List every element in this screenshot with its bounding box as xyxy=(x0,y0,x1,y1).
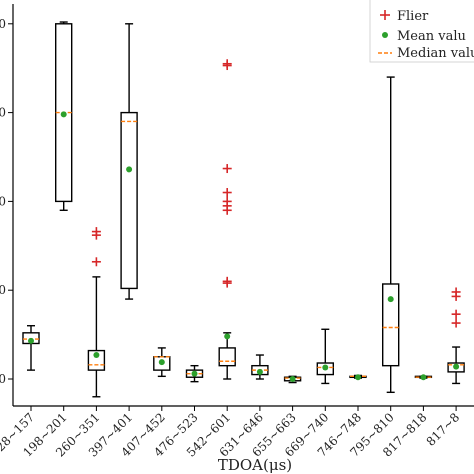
box-group xyxy=(251,354,269,380)
mean-marker xyxy=(224,333,231,340)
plot-area: 000000 128~157198~201260~351397~401407~4… xyxy=(0,4,474,460)
x-axis-label: TDOA(μs) xyxy=(218,456,292,474)
y-tick-label: 0 xyxy=(0,17,6,31)
flier-marker xyxy=(91,257,101,267)
mean-marker xyxy=(28,337,34,344)
box-group xyxy=(349,374,367,381)
flier-marker xyxy=(91,227,101,237)
legend-flier-marker xyxy=(380,10,390,20)
iqr-box xyxy=(447,362,465,373)
mean-marker xyxy=(355,374,361,381)
mean-marker xyxy=(158,359,165,366)
y-tick-label: 0 xyxy=(0,372,6,386)
mean-marker xyxy=(93,352,100,359)
box-group xyxy=(447,287,465,385)
flier-marker xyxy=(222,188,232,198)
mean-marker xyxy=(322,364,329,371)
mean-marker xyxy=(420,374,427,381)
iqr-box xyxy=(316,362,334,376)
box-group xyxy=(120,23,138,300)
mean-marker xyxy=(256,368,263,375)
y-tick-label: 0 xyxy=(0,106,6,120)
mean-marker xyxy=(289,376,296,382)
iqr-box xyxy=(87,349,106,371)
y-tick-label: 0 xyxy=(0,194,6,208)
y-axis-ticks: 000000 xyxy=(0,17,13,386)
legend-frame xyxy=(369,0,474,63)
flier-marker xyxy=(451,318,461,328)
x-tick-label: 817~8 xyxy=(424,410,463,449)
mean-marker xyxy=(60,111,67,118)
iqr-box xyxy=(382,283,400,367)
box-group xyxy=(22,325,40,371)
mean-marker xyxy=(387,296,394,303)
legend: Flier Mean valu Median valu xyxy=(369,0,474,63)
legend-flier-label: Flier xyxy=(397,9,429,24)
legend-mean-marker xyxy=(382,32,388,38)
iqr-box xyxy=(218,347,236,367)
box-group xyxy=(185,364,204,383)
box-group xyxy=(218,59,236,380)
box-series xyxy=(22,21,465,398)
x-axis-ticks: 128~157198~201260~351397~401407~452476~5… xyxy=(0,406,462,460)
box-group xyxy=(283,375,302,384)
box-group xyxy=(382,76,400,394)
mean-marker xyxy=(191,370,198,377)
mean-marker xyxy=(453,363,460,370)
box-group xyxy=(316,328,334,385)
y-tick-label: 0 xyxy=(0,283,6,297)
flier-marker xyxy=(222,59,232,69)
flier-marker xyxy=(451,287,461,297)
legend-mean-label: Mean valu xyxy=(397,29,466,44)
flier-marker xyxy=(451,309,461,319)
flier-marker xyxy=(222,276,232,286)
box-group xyxy=(87,227,106,398)
legend-median-label: Median valu xyxy=(397,46,474,61)
mean-marker xyxy=(126,166,133,173)
flier-marker xyxy=(222,164,232,174)
box-group xyxy=(414,374,433,381)
box-group xyxy=(55,21,73,211)
iqr-box xyxy=(120,111,138,290)
flier-marker xyxy=(222,196,232,206)
box-group xyxy=(153,347,171,378)
